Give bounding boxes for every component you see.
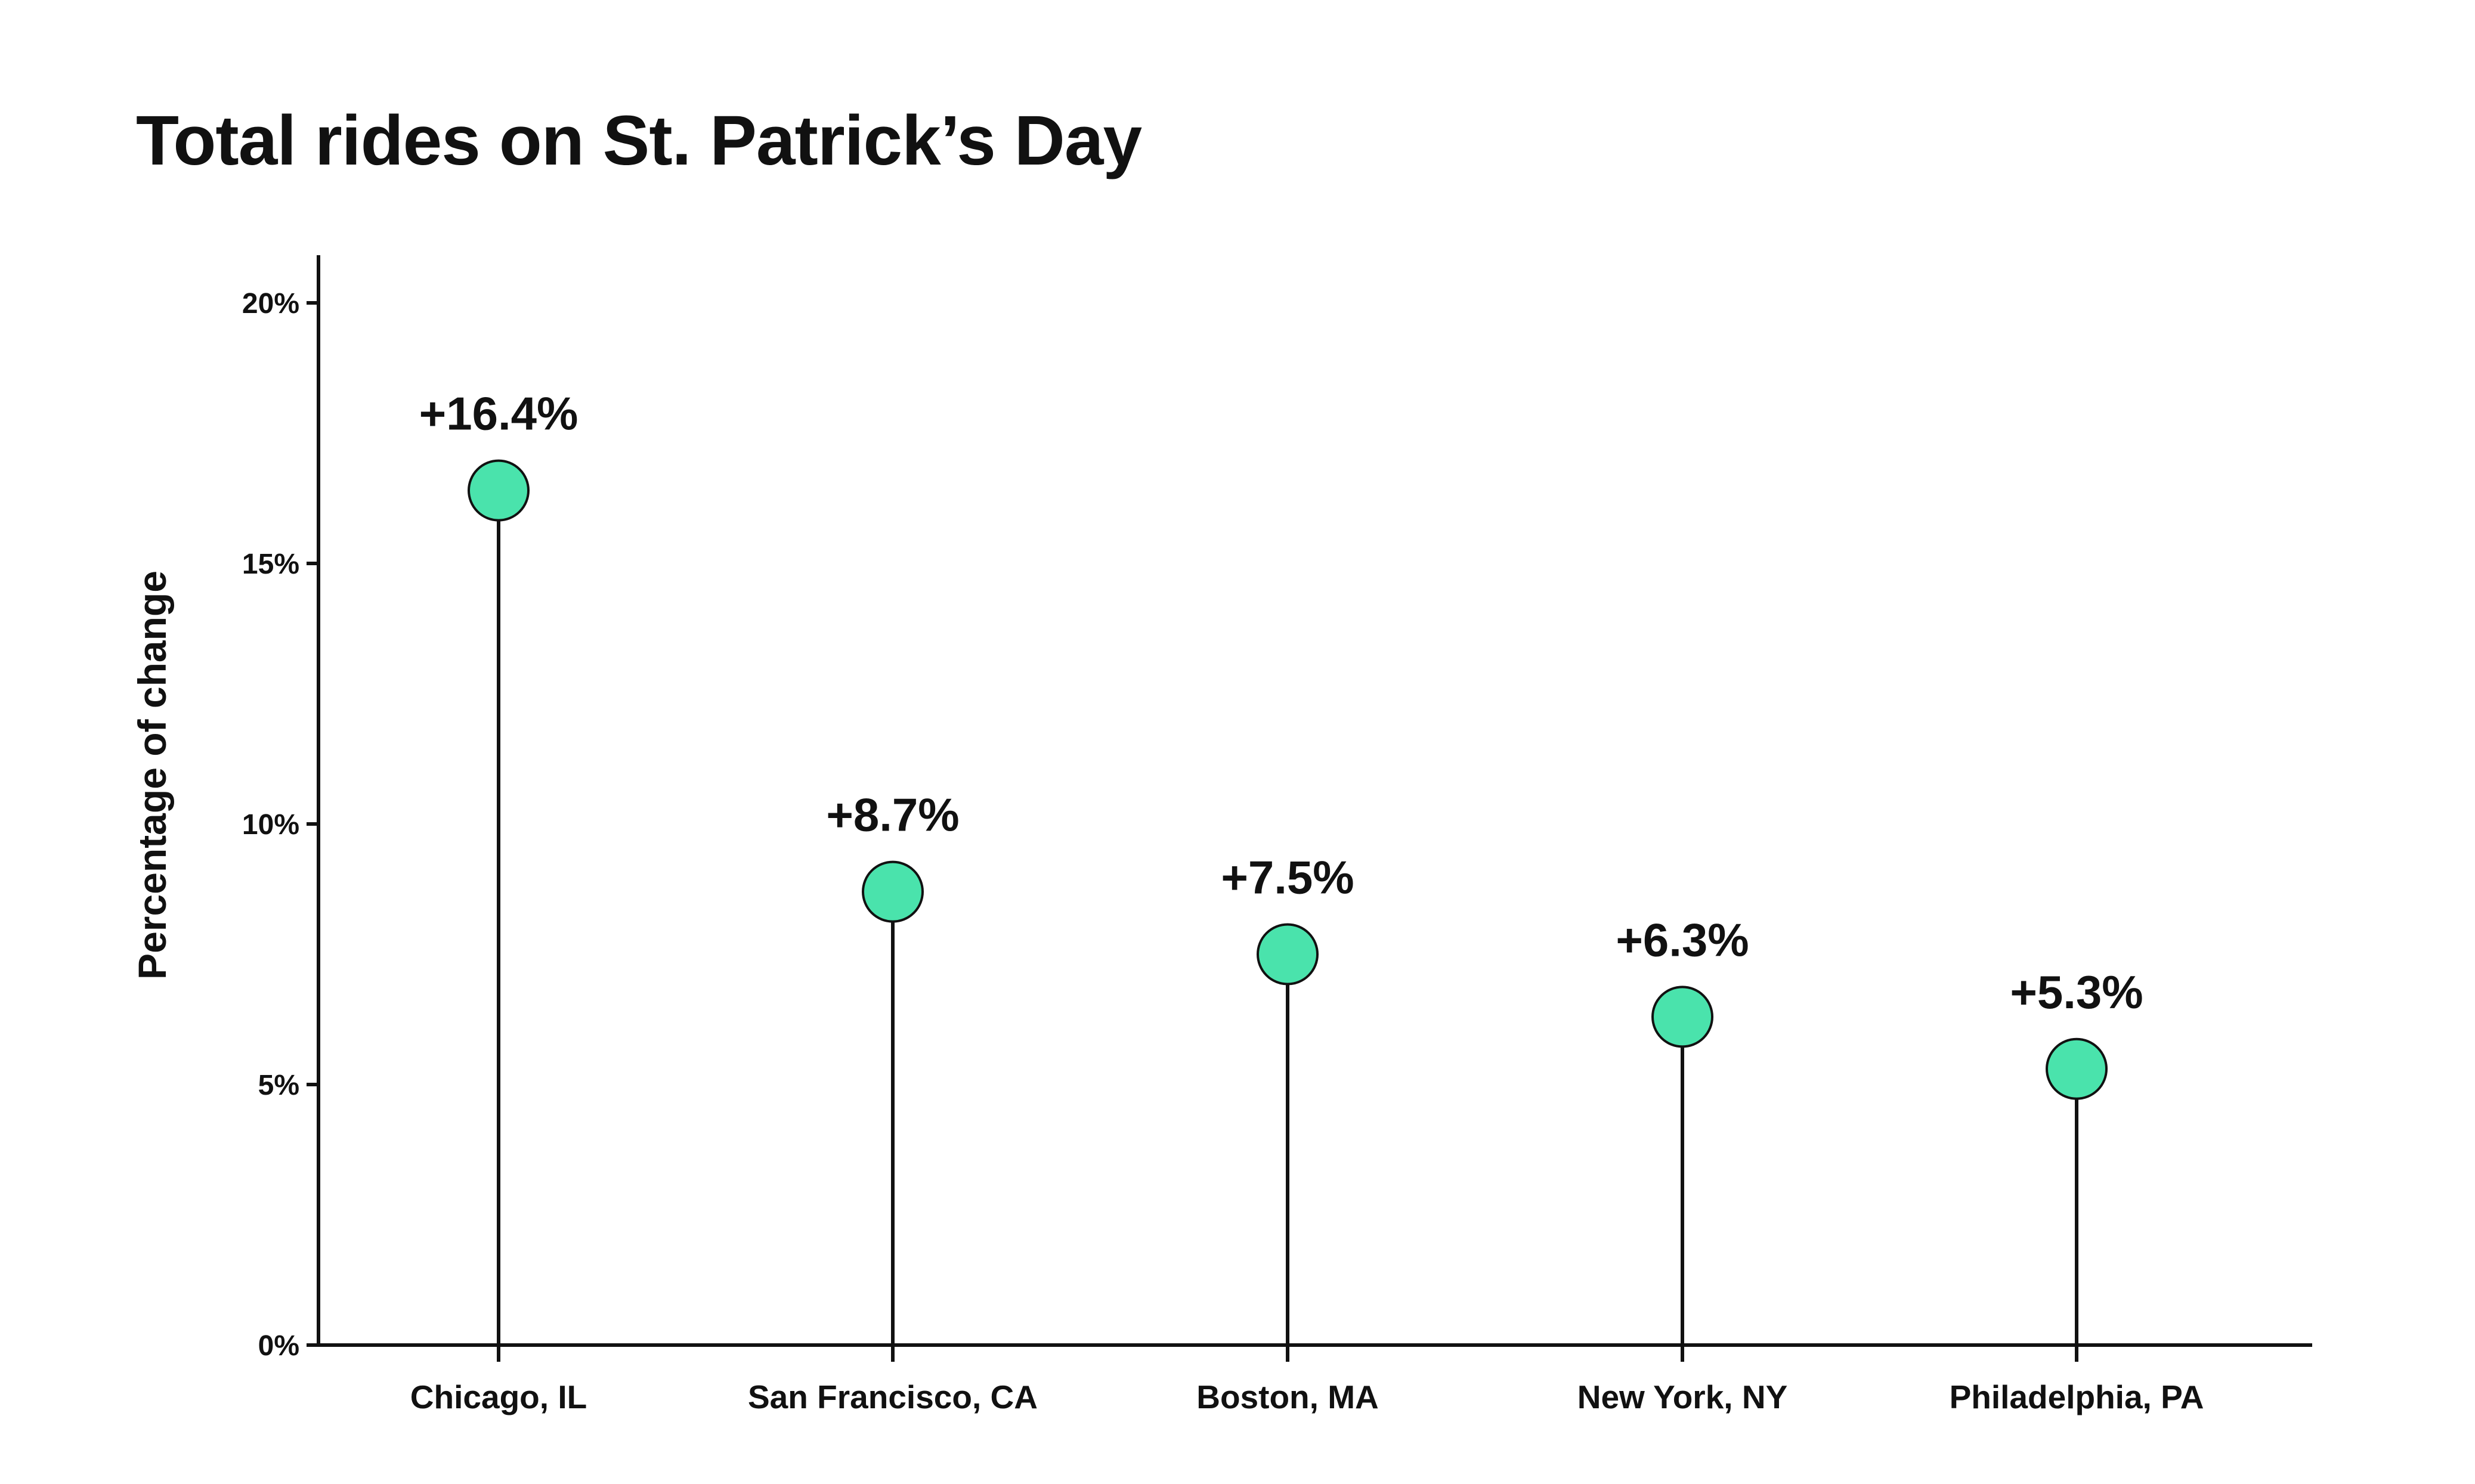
y-tick-label: 15% bbox=[242, 549, 299, 580]
lollipop-marker bbox=[468, 459, 530, 522]
data-label: +6.3% bbox=[1616, 913, 1749, 966]
x-category-label: San Francisco, CA bbox=[748, 1378, 1038, 1415]
data-label: +8.7% bbox=[826, 789, 959, 841]
lollipop-marker bbox=[1257, 923, 1319, 986]
y-axis-title: Percentage of change bbox=[130, 571, 174, 980]
x-category-label: Boston, MA bbox=[1196, 1378, 1379, 1415]
lollipop-marker bbox=[1651, 986, 1713, 1048]
data-label: +7.5% bbox=[1221, 851, 1354, 904]
y-tick-label: 0% bbox=[258, 1330, 299, 1362]
y-axis-ticks: 0% 5% 10% 15% 20% bbox=[242, 288, 318, 1362]
x-category-label: Philadelphia, PA bbox=[1950, 1378, 2204, 1415]
lollipop-marker bbox=[862, 860, 924, 923]
x-axis-labels: Chicago, IL San Francisco, CA Boston, MA Ne… bbox=[410, 1345, 2204, 1415]
data-labels: +16.4% +8.7% +7.5% +6.3% +5.3% bbox=[419, 388, 2143, 1018]
data-label: +16.4% bbox=[419, 388, 578, 440]
lollipop-stems bbox=[468, 459, 2108, 1345]
x-category-label: New York, NY bbox=[1577, 1378, 1788, 1415]
y-tick-label: 20% bbox=[242, 288, 299, 320]
lollipop-marker bbox=[2046, 1037, 2108, 1100]
y-tick-label: 10% bbox=[242, 809, 299, 841]
chart-axes bbox=[317, 255, 2312, 1347]
x-category-label: Chicago, IL bbox=[410, 1378, 587, 1415]
chart-title: Total rides on St. Patrick’s Day bbox=[136, 101, 1142, 180]
y-tick-label: 5% bbox=[258, 1070, 299, 1101]
data-label: +5.3% bbox=[2010, 966, 2143, 1018]
